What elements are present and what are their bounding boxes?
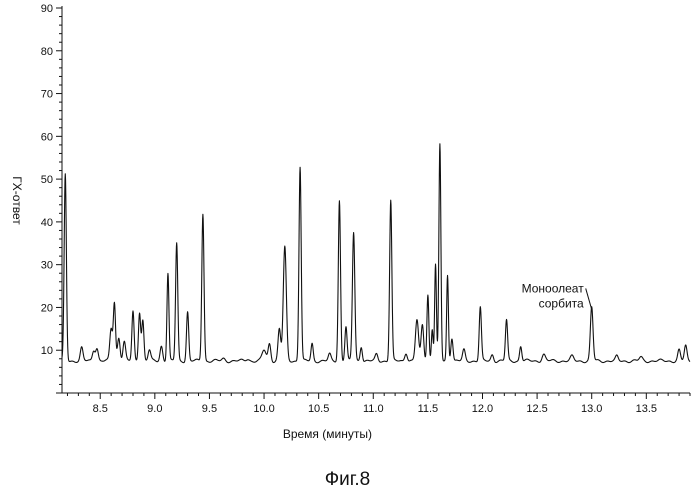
series-group bbox=[62, 144, 690, 363]
x-tick-label: 13.5 bbox=[636, 403, 657, 415]
annotation-label: сорбита bbox=[539, 296, 584, 310]
x-tick-label: 12.0 bbox=[472, 403, 493, 415]
x-tick-label: 11.0 bbox=[363, 403, 384, 415]
x-tick-label: 11.5 bbox=[418, 403, 439, 415]
x-tick-label: 10.5 bbox=[308, 403, 329, 415]
x-tick-label: 9.5 bbox=[202, 403, 217, 415]
x-tick-label: 12.5 bbox=[526, 403, 547, 415]
figure-caption: Фиг.8 bbox=[0, 469, 695, 491]
y-tick-label: 30 bbox=[41, 260, 53, 272]
y-tick-label: 60 bbox=[41, 131, 53, 143]
y-axis: 10 20 30 40 50 60 70 80 90 bbox=[41, 3, 62, 393]
x-tick-label: 9.0 bbox=[147, 403, 162, 415]
y-tick-label: 70 bbox=[41, 89, 53, 101]
annotation-label: Моноолеат bbox=[522, 281, 585, 295]
y-tick-label: 40 bbox=[41, 217, 53, 229]
annotation-group: Моноолеатсорбита bbox=[522, 281, 592, 310]
y-tick-label: 10 bbox=[41, 345, 53, 357]
annotation-leader bbox=[586, 288, 592, 309]
y-tick-label: 80 bbox=[41, 46, 53, 58]
x-axis: 8.5 9.0 9.5 10.0 10.5 11.0 11.5 12.0 12.5 13.0 13.… bbox=[62, 393, 690, 415]
x-axis-label: Время (минуты) bbox=[283, 427, 372, 441]
y-tick-label: 20 bbox=[41, 302, 53, 314]
chromatogram-trace bbox=[62, 144, 690, 363]
y-tick-label: 50 bbox=[41, 174, 53, 186]
y-axis-label: ГХ-ответ bbox=[10, 176, 24, 225]
x-tick-label: 8.5 bbox=[93, 403, 108, 415]
x-tick-label: 10.0 bbox=[253, 403, 274, 415]
x-tick-label: 13.0 bbox=[581, 403, 602, 415]
y-tick-label: 90 bbox=[41, 3, 53, 15]
